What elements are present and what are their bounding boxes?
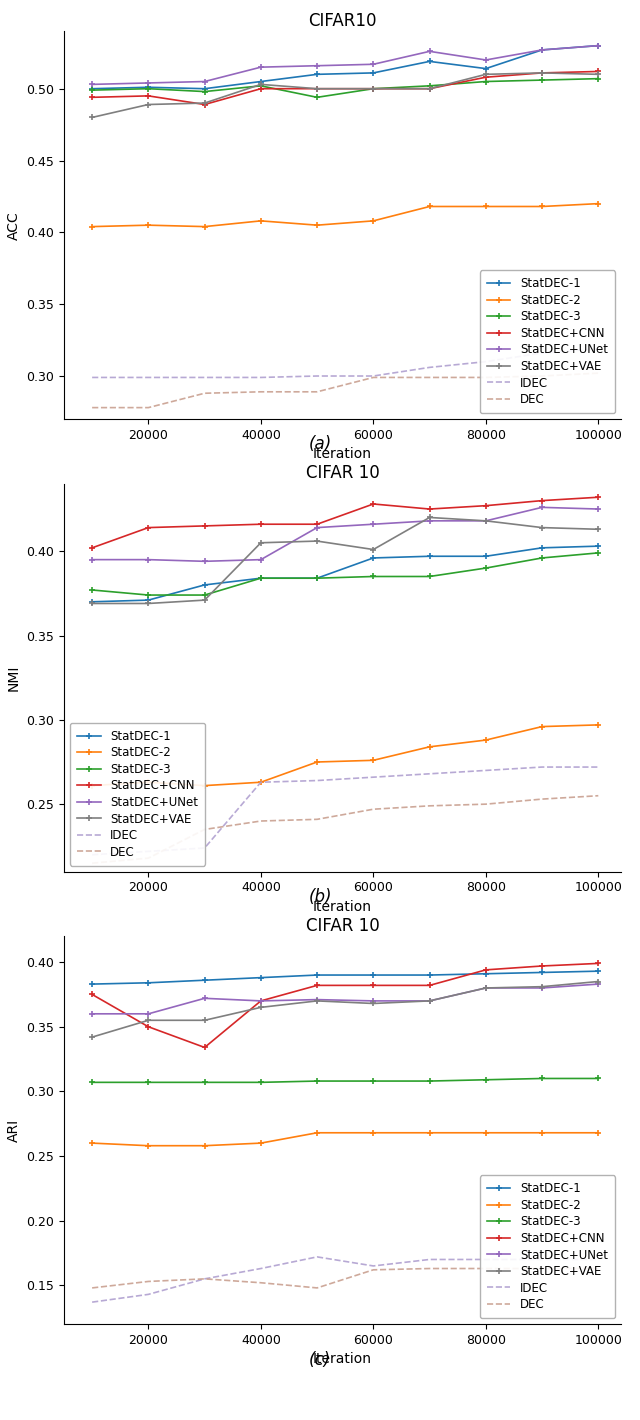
Text: (a): (a) bbox=[308, 436, 332, 453]
X-axis label: Iteration: Iteration bbox=[313, 900, 372, 914]
Y-axis label: NMI: NMI bbox=[7, 665, 21, 692]
Legend: StatDEC-1, StatDEC-2, StatDEC-3, StatDEC+CNN, StatDEC+UNet, StatDEC+VAE, IDEC, D: StatDEC-1, StatDEC-2, StatDEC-3, StatDEC… bbox=[479, 1176, 615, 1318]
X-axis label: Iteration: Iteration bbox=[313, 447, 372, 462]
Title: CIFAR 10: CIFAR 10 bbox=[305, 464, 380, 483]
X-axis label: Iteration: Iteration bbox=[313, 1352, 372, 1366]
Legend: StatDEC-1, StatDEC-2, StatDEC-3, StatDEC+CNN, StatDEC+UNet, StatDEC+VAE, IDEC, D: StatDEC-1, StatDEC-2, StatDEC-3, StatDEC… bbox=[70, 723, 205, 866]
Title: CIFAR10: CIFAR10 bbox=[308, 11, 377, 30]
Title: CIFAR 10: CIFAR 10 bbox=[305, 917, 380, 934]
Y-axis label: ACC: ACC bbox=[7, 210, 20, 240]
Text: (c): (c) bbox=[309, 1350, 331, 1369]
Legend: StatDEC-1, StatDEC-2, StatDEC-3, StatDEC+CNN, StatDEC+UNet, StatDEC+VAE, IDEC, D: StatDEC-1, StatDEC-2, StatDEC-3, StatDEC… bbox=[479, 270, 615, 413]
Y-axis label: ARI: ARI bbox=[7, 1119, 21, 1142]
Text: (b): (b) bbox=[308, 888, 332, 906]
